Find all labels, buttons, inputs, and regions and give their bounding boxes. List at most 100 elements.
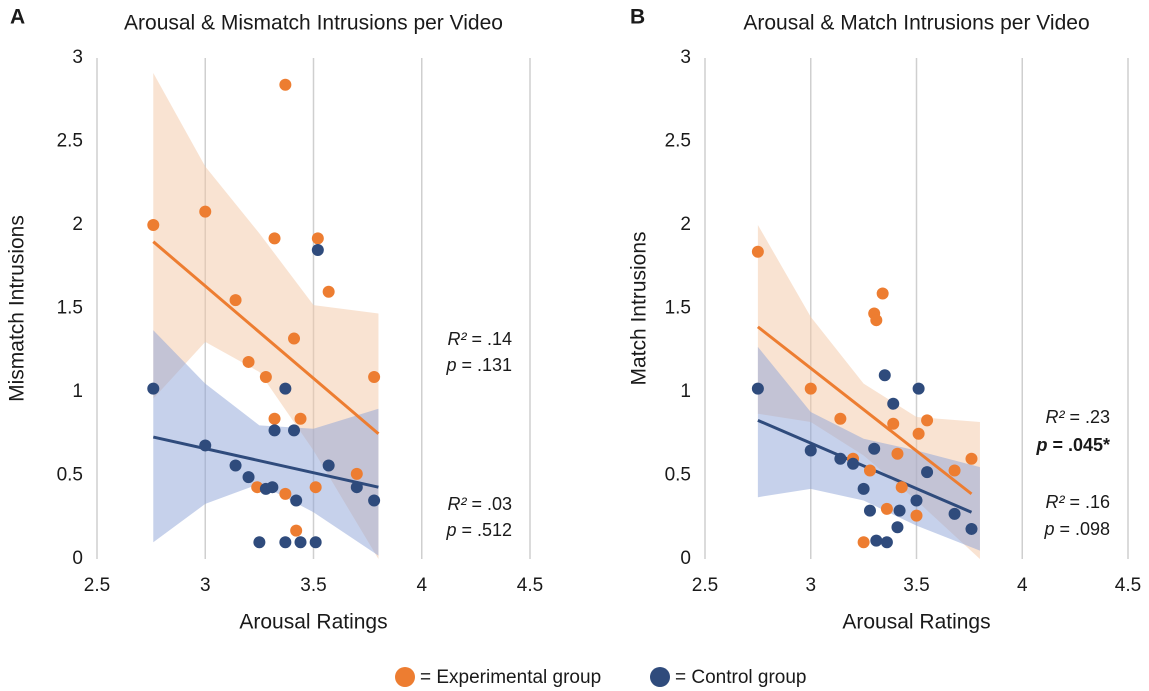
data-point (259, 370, 272, 383)
stat-annotation: p = .098 (1043, 519, 1110, 539)
data-point (253, 536, 266, 549)
stat-annotation: R² = .23 (1045, 407, 1110, 427)
x-tick-label: 4 (1017, 575, 1028, 596)
data-point (921, 414, 934, 427)
data-point (368, 370, 381, 383)
stat-symbol: p (445, 355, 456, 375)
data-point (834, 452, 847, 465)
data-point (268, 424, 281, 437)
y-tick-label: 2.5 (57, 131, 83, 152)
data-point (965, 452, 978, 465)
stat-symbol: p (1043, 519, 1054, 539)
data-point (910, 494, 923, 507)
panel-label: A (10, 6, 25, 29)
chart-title: Arousal & Match Intrusions per Video (743, 12, 1089, 35)
data-point (857, 536, 870, 549)
data-point (279, 487, 292, 500)
data-point (199, 205, 212, 218)
stat-value: = .23 (1069, 407, 1110, 427)
y-tick-label: 0.5 (665, 465, 691, 486)
data-point (870, 314, 883, 327)
data-point (804, 444, 817, 457)
regression-line (757, 419, 973, 514)
panel-label: B (630, 6, 645, 29)
data-point (921, 466, 934, 479)
data-point (910, 509, 923, 522)
data-point (895, 481, 908, 494)
data-point (912, 427, 925, 440)
data-point (322, 285, 335, 298)
stat-annotation: R² = .03 (447, 494, 512, 514)
stat-annotation: p = .512 (445, 520, 512, 540)
regression-line (152, 240, 380, 435)
x-tick-label: 2.5 (692, 575, 718, 596)
stat-symbol: R² (447, 494, 467, 514)
data-point (804, 382, 817, 395)
data-point (891, 521, 904, 534)
x-axis-title: Arousal Ratings (239, 611, 387, 634)
data-point (834, 412, 847, 425)
stat-value: = .16 (1069, 492, 1110, 512)
data-point (242, 355, 255, 368)
data-point (309, 481, 322, 494)
data-point (863, 464, 876, 477)
y-tick-label: 1 (680, 381, 691, 402)
data-point (868, 442, 881, 455)
stat-annotation: p = .045* (1035, 435, 1110, 455)
data-point (294, 412, 307, 425)
regression-line (152, 435, 379, 489)
y-tick-label: 3 (72, 47, 83, 68)
y-axis-title: Mismatch Intrusions (6, 215, 29, 402)
data-point (751, 245, 764, 258)
stat-value: = .098 (1059, 519, 1110, 539)
stat-annotation: R² = .14 (447, 329, 512, 349)
x-tick-label: 3.5 (903, 575, 929, 596)
data-point (887, 397, 900, 410)
chart-title: Arousal & Mismatch Intrusions per Video (124, 12, 503, 35)
stat-symbol: p (445, 520, 456, 540)
y-tick-label: 1.5 (665, 298, 691, 319)
y-tick-label: 0 (680, 548, 691, 569)
x-tick-label: 4.5 (517, 575, 543, 596)
x-tick-label: 4 (416, 575, 427, 596)
data-point (350, 481, 363, 494)
data-point (880, 502, 893, 515)
regression-line (756, 325, 973, 496)
legend-label: = Experimental group (420, 667, 601, 688)
legend-marker (395, 667, 415, 687)
data-point (887, 417, 900, 430)
data-point (751, 382, 764, 395)
data-point (893, 504, 906, 517)
x-tick-label: 4.5 (1115, 575, 1141, 596)
data-point (880, 536, 893, 549)
y-tick-label: 2 (680, 214, 691, 235)
stat-symbol: p (1035, 435, 1047, 455)
data-point (912, 382, 925, 395)
y-tick-label: 3 (680, 47, 691, 68)
data-point (279, 382, 292, 395)
stat-symbol: R² (1045, 492, 1065, 512)
x-tick-label: 3.5 (300, 575, 326, 596)
data-point (199, 439, 212, 452)
stat-annotation: p = .131 (445, 355, 512, 375)
data-point (311, 244, 324, 257)
y-tick-label: 1.5 (57, 298, 83, 319)
stat-value: = .045* (1052, 435, 1110, 455)
data-point (870, 534, 883, 547)
stat-value: = .512 (461, 520, 512, 540)
data-point (268, 412, 281, 425)
legend-label: = Control group (675, 667, 807, 688)
stat-value: = .14 (471, 329, 512, 349)
x-tick-label: 3 (805, 575, 816, 596)
confidence-band (153, 330, 379, 556)
y-tick-label: 0 (72, 548, 83, 569)
data-point (368, 494, 381, 507)
data-point (311, 232, 324, 245)
data-point (288, 332, 301, 345)
data-point (229, 459, 242, 472)
stat-symbol: R² (1045, 407, 1065, 427)
data-point (147, 219, 160, 231)
data-point (309, 536, 322, 549)
x-tick-label: 3 (200, 575, 211, 596)
